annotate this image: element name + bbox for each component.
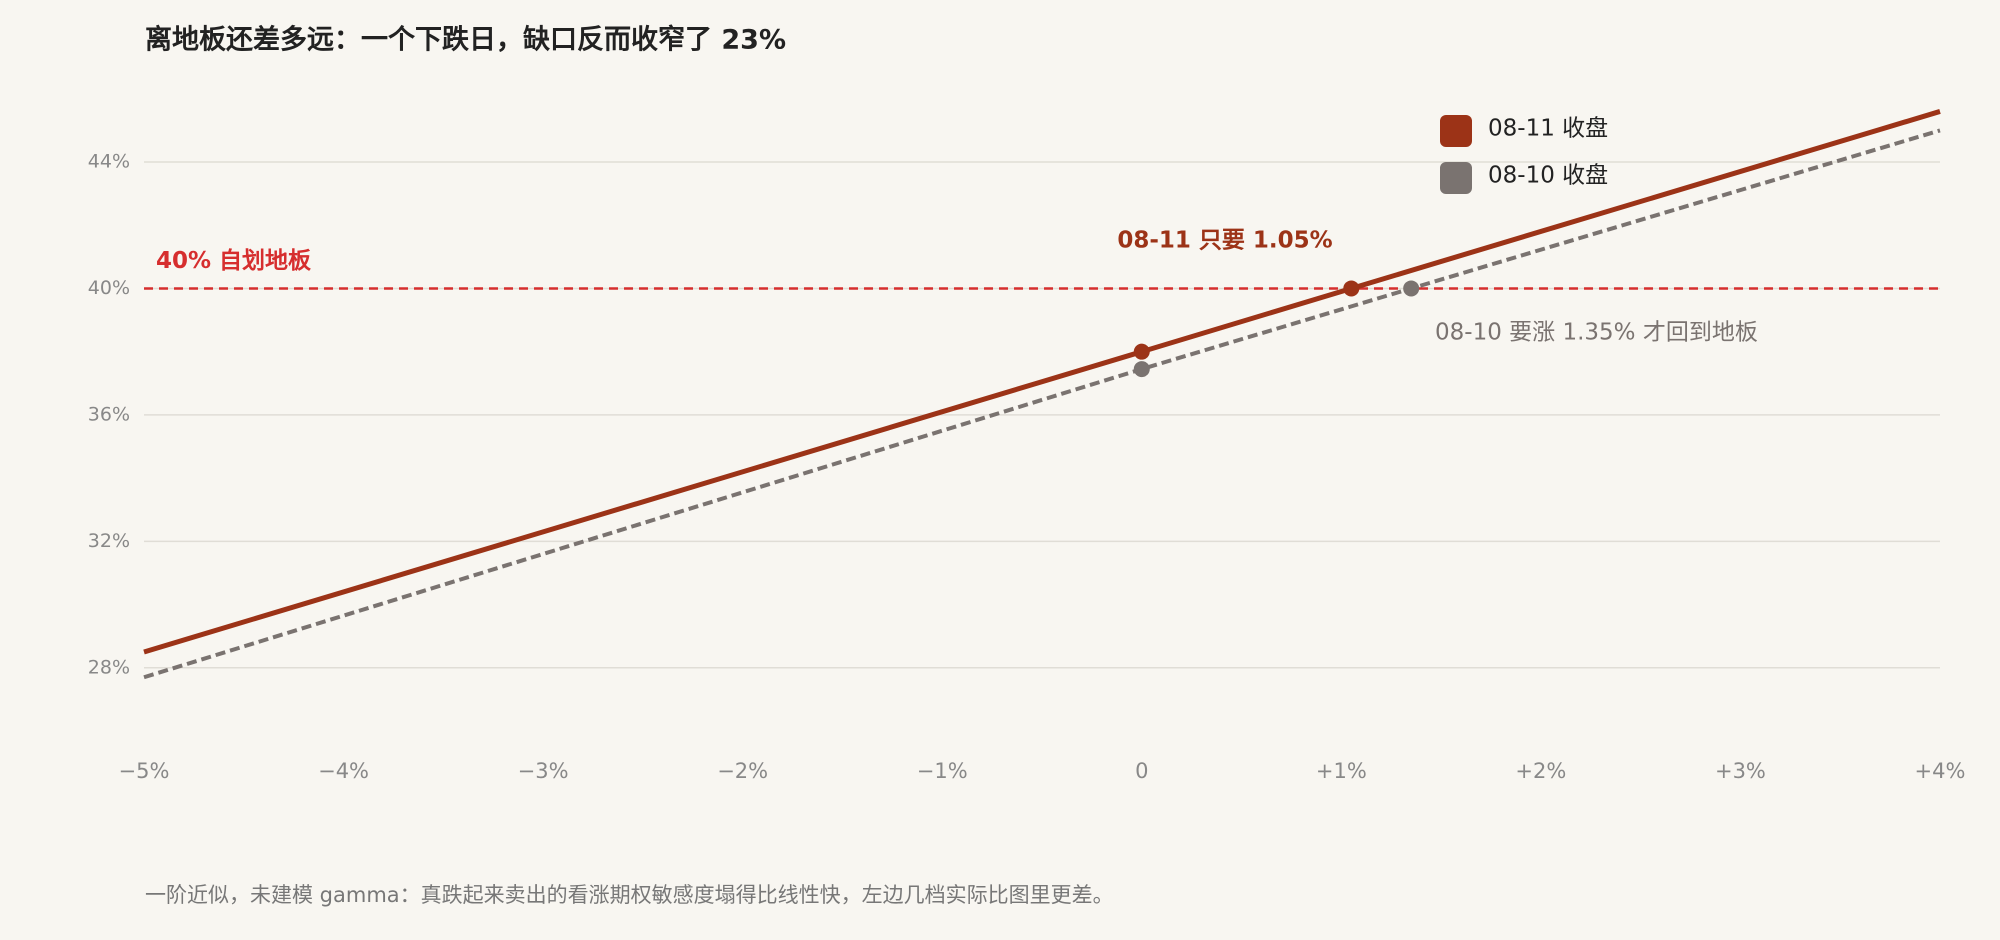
y-tick-label: 36% [88, 403, 130, 425]
point-marker [1403, 280, 1420, 297]
x-tick-label: −3% [518, 759, 569, 783]
x-tick-label: 0 [1135, 759, 1148, 783]
chart-title: 离地板还差多远：一个下跌日，缺口反而收窄了 23% [145, 24, 786, 56]
legend-swatch [1440, 115, 1472, 147]
x-tick-label: −4% [318, 759, 369, 783]
y-tick-label: 40% [88, 277, 130, 299]
point-marker [1133, 361, 1150, 378]
y-tick-label: 32% [88, 530, 130, 552]
point-marker [1133, 343, 1150, 360]
y-tick-label: 28% [88, 656, 130, 678]
legend-label: 08-11 收盘 [1488, 116, 1608, 142]
y-tick-label: 44% [88, 151, 130, 173]
reference-label: 40% 自划地板 [156, 247, 312, 274]
annotation: 08-11 只要 1.05% [1117, 228, 1332, 254]
x-tick-label: +1% [1316, 759, 1367, 783]
series-line [143, 109, 1941, 655]
x-tick-label: −5% [119, 759, 170, 783]
x-tick-label: +2% [1515, 759, 1566, 783]
annotation: 08-10 要涨 1.35% 才回到地板 [1435, 320, 1758, 346]
legend-swatch [1440, 162, 1472, 194]
x-tick-label: +4% [1915, 759, 1966, 783]
x-tick-label: +3% [1715, 759, 1766, 783]
point-marker [1343, 280, 1360, 297]
x-tick-label: −1% [917, 759, 968, 783]
legend-label: 08-10 收盘 [1488, 163, 1608, 189]
x-tick-label: −2% [717, 759, 768, 783]
footnote: 一阶近似，未建模 gamma：真跌起来卖出的看涨期权敏感度塌得比线性快，左边几档… [145, 883, 1114, 907]
